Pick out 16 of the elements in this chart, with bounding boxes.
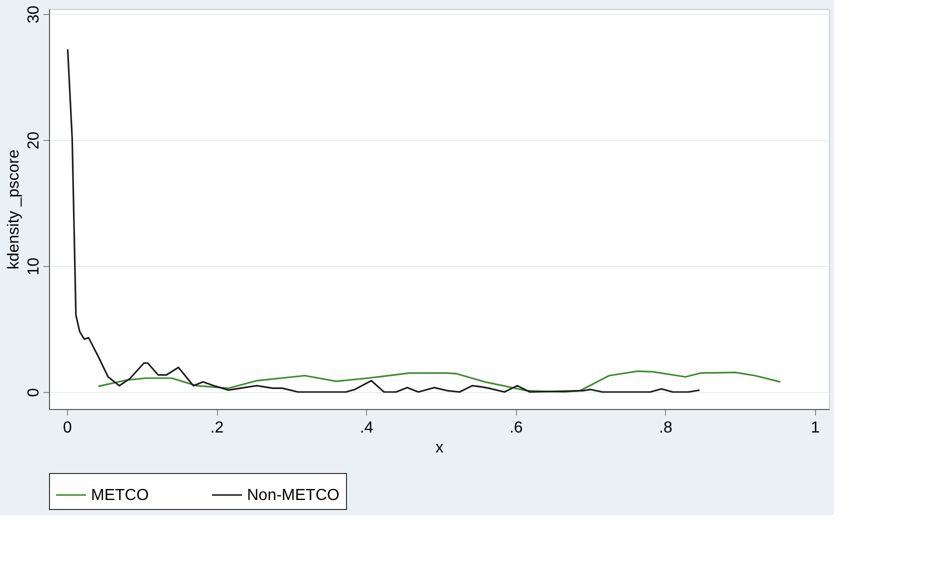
- legend-label: Non-METCO: [247, 487, 340, 504]
- x-axis-title: x: [436, 440, 444, 456]
- y-tick-label: 0: [26, 388, 42, 397]
- line-series: [66, 48, 700, 393]
- x-tick-label: .4: [360, 420, 374, 436]
- y-tick-label: 20: [26, 132, 42, 150]
- x-tick-label: 1: [810, 420, 820, 436]
- line-series: [98, 370, 782, 393]
- x-tick-label: 0: [62, 420, 72, 436]
- x-tick-label: .8: [659, 420, 672, 436]
- x-tick-label: .6: [509, 420, 523, 436]
- legend-label: METCO: [91, 487, 149, 504]
- y-axis-title: kdensity _pscore: [6, 149, 22, 270]
- y-tick-label: 30: [26, 6, 42, 24]
- y-tick-label: 10: [26, 258, 42, 276]
- x-tick-label: .2: [210, 420, 224, 436]
